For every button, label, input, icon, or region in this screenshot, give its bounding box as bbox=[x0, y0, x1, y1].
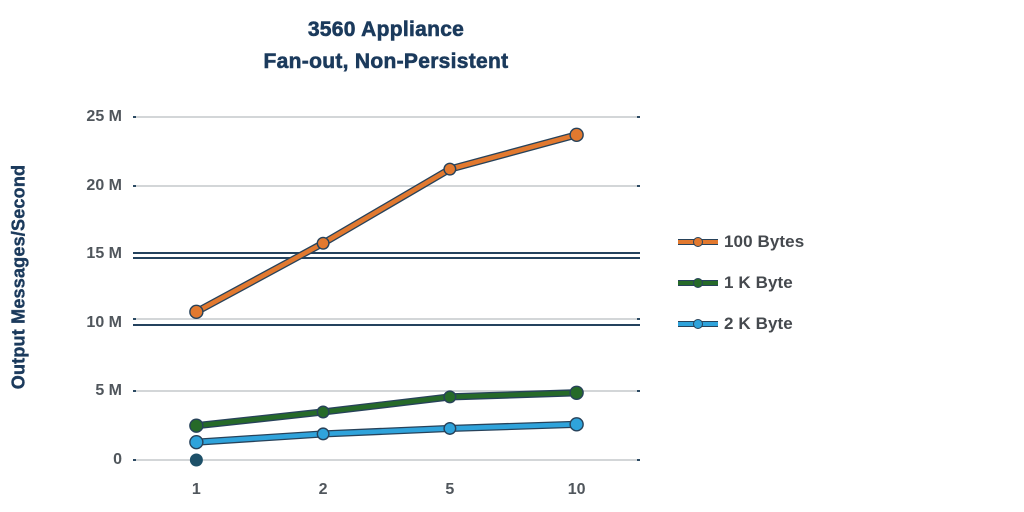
data-point-2-k-byte-x5 bbox=[443, 421, 457, 435]
y-tick-label-10m: 10 M bbox=[86, 313, 122, 331]
plot-area bbox=[133, 116, 640, 467]
data-point-2-k-byte-x10 bbox=[569, 417, 584, 432]
gridline-20m bbox=[133, 184, 640, 187]
x-tick-label-1: 1 bbox=[191, 481, 201, 498]
gridline-0m bbox=[133, 459, 640, 461]
legend: 100 Bytes 1 K Byte 2 K Byte bbox=[678, 221, 804, 344]
y-tick-label-20m: 20 M bbox=[86, 176, 122, 194]
legend-label: 1 K Byte bbox=[724, 272, 793, 292]
data-point-100-bytes-x10 bbox=[569, 127, 584, 143]
legend-item-1-k-byte: 1 K Byte bbox=[678, 262, 804, 303]
gridline-5m bbox=[133, 390, 640, 393]
series-line-2-k-byte bbox=[194, 422, 579, 445]
legend-label: 2 K Byte bbox=[724, 313, 793, 333]
legend-item-2-k-byte: 2 K Byte bbox=[678, 303, 804, 344]
gridline-10m-shadow bbox=[133, 323, 640, 326]
legend-marker-icon bbox=[693, 236, 703, 247]
legend-item-100-bytes: 100 Bytes bbox=[678, 221, 804, 262]
series-line-outline-100-bytes bbox=[192, 131, 581, 316]
legend-line-swatch bbox=[678, 236, 718, 247]
data-point-100-bytes-x5 bbox=[443, 162, 457, 176]
data-point-2-k-byte-x1 bbox=[189, 434, 204, 450]
legend-marker-icon bbox=[693, 318, 703, 329]
series-line-100-bytes bbox=[194, 132, 579, 315]
data-point-1-k-byte-x5 bbox=[443, 390, 457, 404]
y-tick-label-15m: 15 M bbox=[86, 245, 122, 263]
data-point-2-k-byte-x2 bbox=[316, 427, 330, 441]
legend-line-swatch bbox=[678, 318, 718, 329]
data-point-1-k-byte-x1 bbox=[189, 418, 204, 433]
data-point-100-bytes-x1 bbox=[189, 304, 204, 320]
legend-marker-icon bbox=[693, 277, 703, 288]
chart-title-line1: 3560 Appliance bbox=[307, 18, 465, 42]
chart-title-line2: Fan-out, Non-Persistent bbox=[263, 50, 509, 74]
data-point-100-bytes-x2 bbox=[316, 236, 330, 250]
y-tick-label-5m: 5 M bbox=[95, 382, 122, 400]
y-axis-title-text: Output Messages/Second bbox=[8, 164, 29, 390]
data-point-1-k-byte-x2 bbox=[316, 405, 330, 419]
data-point-1-k-byte-x10 bbox=[569, 385, 584, 400]
y-tick-label-25m: 25 M bbox=[86, 108, 122, 125]
y-tick-label-0m: 0 bbox=[113, 451, 122, 468]
chart-title: 3560 Appliance Fan-out, Non-Persistent bbox=[0, 14, 772, 78]
gridline-15m bbox=[133, 252, 640, 260]
data-point-navy-x1 bbox=[189, 453, 203, 467]
x-tick-label-2: 2 bbox=[318, 481, 328, 498]
x-tick-label-10: 10 bbox=[567, 481, 586, 498]
series-plot bbox=[189, 127, 584, 467]
x-tick-label-5: 5 bbox=[445, 481, 455, 498]
gridline-25m bbox=[133, 116, 640, 118]
legend-label: 100 Bytes bbox=[724, 231, 805, 251]
gridline-10m bbox=[133, 317, 640, 320]
series-line-1-k-byte bbox=[194, 390, 579, 429]
legend-line-swatch bbox=[678, 277, 718, 288]
